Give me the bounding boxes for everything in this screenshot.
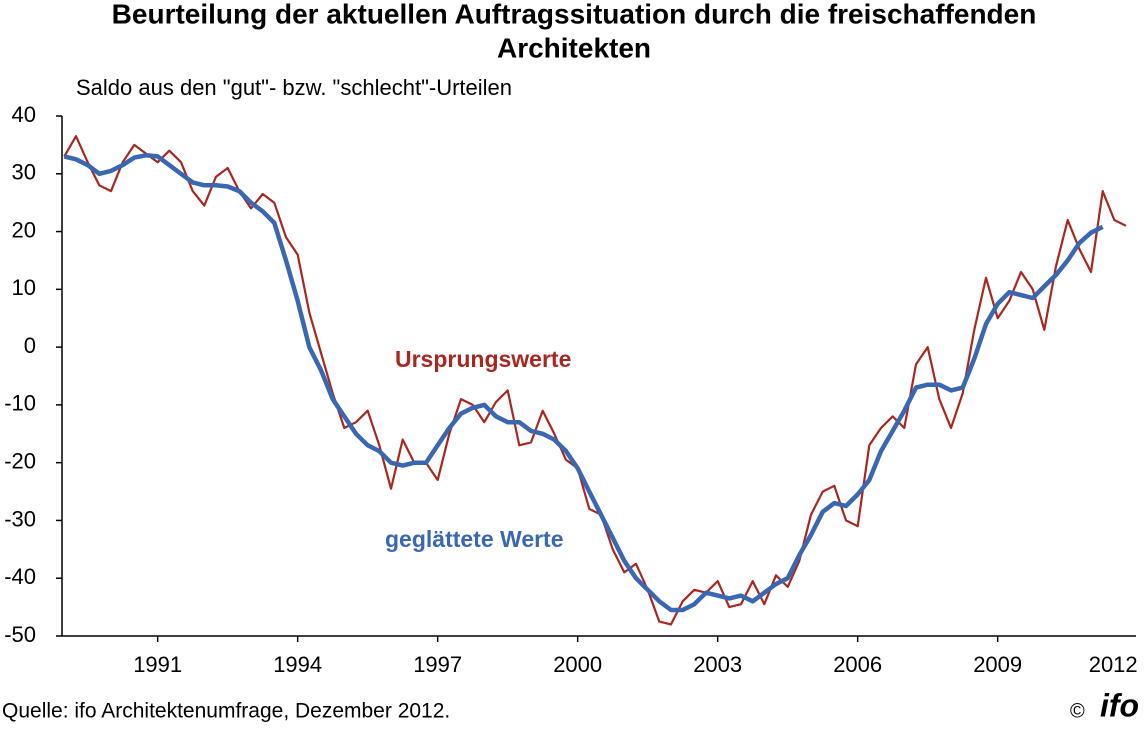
copyright: ©	[1070, 700, 1085, 722]
x-tick-label: 1997	[413, 652, 462, 677]
y-tick-label: 40	[12, 102, 36, 127]
series-line	[63, 153, 1104, 613]
chart-title: Architekten	[497, 32, 651, 63]
x-tick-label: 2003	[693, 652, 742, 677]
x-tick-label: 2000	[553, 652, 602, 677]
chart-title: Beurteilung der aktuellen Auftragssituat…	[112, 0, 1037, 29]
x-tick-label: 2006	[833, 652, 882, 677]
y-tick-label: 30	[12, 160, 36, 185]
y-tick-label: -50	[4, 622, 36, 647]
y-tick-label: -10	[4, 391, 36, 416]
series-annotation: Ursprungswerte	[395, 346, 571, 372]
y-tick-label: -40	[4, 564, 36, 589]
y-tick-label: -30	[4, 506, 36, 531]
y-tick-label: 20	[12, 217, 36, 242]
y-tick-label: 0	[24, 333, 36, 358]
x-tick-label: 1991	[133, 652, 182, 677]
y-tick-label: -20	[4, 448, 36, 473]
x-tick-label: 1994	[273, 652, 322, 677]
subtitle: Saldo aus den "gut"- bzw. "schlecht"-Urt…	[76, 75, 512, 100]
series-annotation: geglättete Werte	[385, 526, 564, 552]
source: Quelle: ifo Architektenumfrage, Dezember…	[2, 700, 450, 723]
x-tick-label: 2009	[973, 652, 1022, 677]
y-tick-label: 10	[12, 275, 36, 300]
x-tick-label: 2012	[1089, 652, 1138, 677]
logo: ifo	[1100, 687, 1139, 723]
